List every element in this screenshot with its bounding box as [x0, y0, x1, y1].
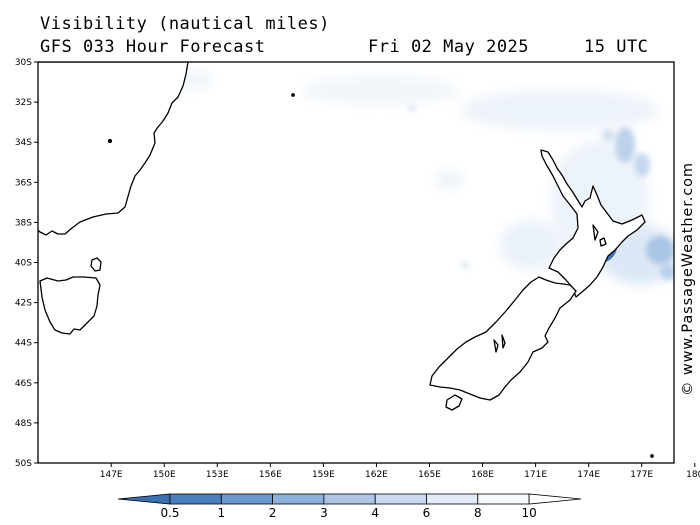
visibility-legend: 0.5 1 2 3 4 6 8 10: [117, 493, 582, 520]
legend-swatch: [323, 493, 376, 505]
lon-tick-label: 174E: [577, 470, 600, 480]
lon-tick-label: 168E: [471, 470, 494, 480]
legend-label: 4: [371, 506, 379, 520]
legend-swatch: [374, 493, 427, 505]
legend-swatch: [117, 493, 171, 505]
legend-swatch: [272, 493, 325, 505]
legend-label: 3: [320, 506, 328, 520]
chart-title: Visibility (nautical miles): [40, 14, 330, 34]
lat-tick-label: 40S: [15, 259, 32, 269]
legend-label: 8: [474, 506, 482, 520]
lon-tick-label: 153E: [206, 470, 229, 480]
legend-label: 0.5: [160, 506, 179, 520]
lon-tick-label: 159E: [312, 470, 335, 480]
lon-tick-label: 162E: [365, 470, 388, 480]
legend-swatch: [477, 493, 530, 505]
lon-tick-label: 165E: [418, 470, 441, 480]
valid-time-label: 15 UTC: [584, 37, 649, 57]
lat-tick-label: 36S: [15, 178, 32, 188]
lat-tick-label: 50S: [15, 459, 32, 469]
legend-label: 10: [521, 506, 536, 520]
stewart-island: [445, 394, 463, 411]
lon-tick-label: 156E: [259, 470, 282, 480]
lat-tick-label: 38S: [15, 218, 32, 228]
valid-date-label: Fri 02 May 2025: [368, 37, 530, 57]
lon-tick-label: 177E: [630, 470, 653, 480]
legend-swatch: [220, 493, 274, 505]
tasmania-landmass: [39, 276, 101, 335]
flinders-island: [90, 257, 102, 272]
lat-tick-label: 42S: [15, 299, 32, 309]
lon-tick-label: 150E: [153, 470, 176, 480]
site-watermark: © www.PassageWeather.com: [680, 162, 696, 396]
lat-tick-label: 30S: [15, 58, 32, 68]
legend-swatch: [426, 493, 479, 505]
lon-tick-label: 180: [686, 470, 700, 480]
lat-tick-label: 48S: [15, 419, 32, 429]
lat-tick-label: 32S: [15, 98, 32, 108]
longitude-axis: 147E 150E 153E 156E 159E 162E 165E 168E 171E 174E…: [100, 463, 700, 480]
legend-label: 1: [217, 506, 225, 520]
lon-tick-label: 147E: [100, 470, 123, 480]
legend-label: 2: [269, 506, 277, 520]
lat-tick-label: 34S: [15, 138, 32, 148]
legend-swatch: [169, 493, 222, 505]
lat-tick-label: 46S: [15, 379, 32, 389]
coastlines: [38, 62, 654, 458]
lat-tick-label: 44S: [15, 339, 32, 349]
lon-tick-label: 171E: [524, 470, 547, 480]
legend-label: 6: [423, 506, 431, 520]
new-zealand-north-island: [540, 149, 646, 298]
latitude-axis: 30S 32S 34S 36S 38S 40S 42S 44S 46S 48S 50S: [15, 58, 38, 469]
australia-landmass: [38, 62, 189, 236]
legend-swatch: [528, 493, 582, 505]
model-run-label: GFS 033 Hour Forecast: [40, 37, 266, 57]
